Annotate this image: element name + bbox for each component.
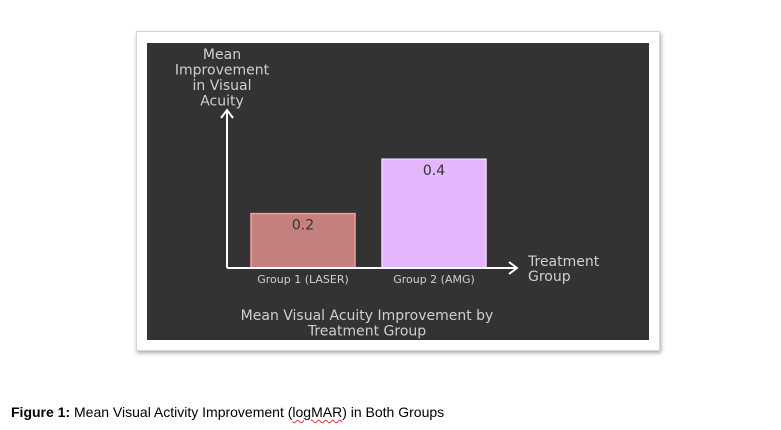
figure-frame: 0.2 Group 1 (LASER) 0.4 Group 2 (AMG) Mean Im… — [136, 31, 660, 351]
caption-underlined-term: logMAR — [292, 404, 343, 420]
caption-text-before: Mean Visual Activity Improvement ( — [70, 404, 293, 420]
chart-panel: 0.2 Group 1 (LASER) 0.4 Group 2 (AMG) Mean Im… — [147, 43, 649, 340]
bar-data-label: 0.4 — [423, 163, 445, 179]
caption-label: Figure 1: — [11, 404, 71, 420]
x-axis-arrowhead — [508, 261, 519, 275]
figure-caption: Figure 1: Mean Visual Activity Improveme… — [11, 404, 444, 420]
bar-data-label: 0.2 — [292, 218, 314, 234]
bar — [250, 212, 356, 269]
x-tick-label: Group 2 (AMG) — [393, 273, 475, 286]
y-axis-arrowhead — [220, 108, 234, 119]
y-axis-label: Mean Improvement in Visual Acuity — [175, 47, 270, 110]
x-axis-label: Treatment Group — [527, 254, 600, 285]
bar — [381, 158, 487, 269]
chart-title: Mean Visual Acuity Improvement by Treatme… — [241, 308, 494, 340]
x-tick-label: Group 1 (LASER) — [257, 273, 349, 286]
caption-text-after: ) in Both Groups — [342, 404, 445, 420]
bar-chart: 0.2 Group 1 (LASER) 0.4 Group 2 (AMG) Mean Im… — [175, 47, 600, 340]
